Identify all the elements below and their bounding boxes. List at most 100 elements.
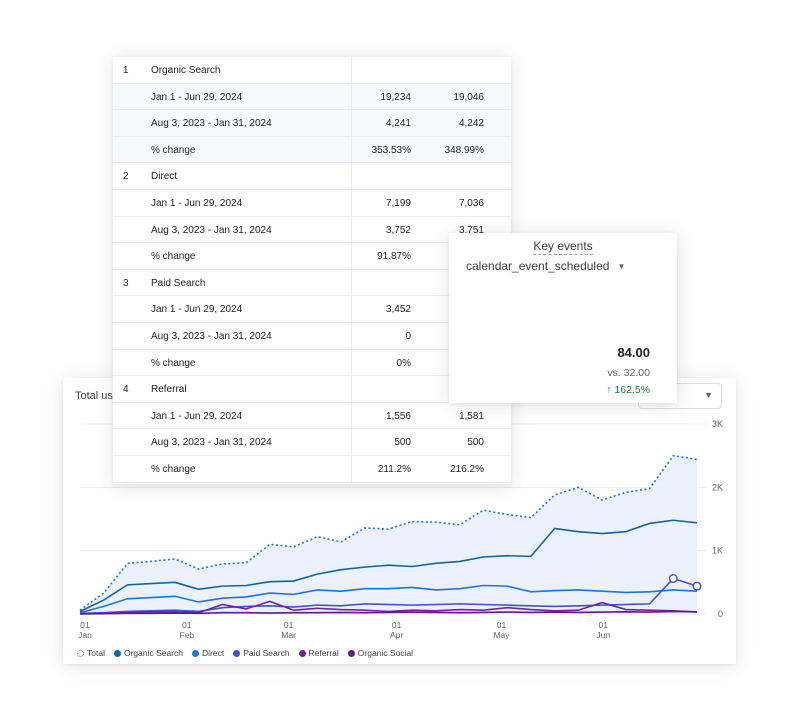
- legend-label: Total: [87, 648, 105, 658]
- legend-item[interactable]: Paid Search: [233, 648, 290, 658]
- row-value-1: 0: [405, 331, 411, 342]
- x-tick-day: 01: [80, 620, 90, 630]
- series-line-organic-search: [79, 519, 698, 613]
- row-value-2: 1,581: [458, 410, 484, 422]
- key-events-change: ↑ 162.5%: [606, 384, 650, 396]
- chart-legend: Total Organic Search Direct Paid Search Refe…: [77, 648, 413, 658]
- legend-item[interactable]: Total: [77, 648, 105, 658]
- x-tick-month: Mar: [281, 630, 296, 640]
- total-area: [80, 455, 697, 614]
- row-label: Jan 1 - Jun 29, 2024: [151, 91, 243, 103]
- row-number: 4: [123, 384, 129, 396]
- x-tick-day: 01: [599, 620, 609, 630]
- table-row: Jan 1 - Jun 29, 2024 7,199 7,036: [113, 190, 511, 217]
- row-label: Direct: [151, 171, 178, 183]
- legend-item[interactable]: Direct: [192, 648, 224, 658]
- row-value-1: 7,199: [385, 198, 411, 209]
- x-tick-month: Jan: [78, 630, 92, 640]
- row-value-1: 353.53%: [371, 144, 411, 156]
- row-value-2: 3,751: [458, 224, 484, 236]
- row-value-1: 500: [394, 437, 411, 449]
- series-line-total: [79, 454, 698, 611]
- table-row: Jan 1 - Jun 29, 2024 1,556 1,581: [113, 403, 511, 430]
- row-value-2: 500: [467, 437, 484, 449]
- row-value-1: 1,556: [385, 410, 411, 422]
- row-value-2: 7,036: [458, 198, 484, 209]
- row-value-2: 348.99%: [444, 144, 484, 156]
- row-value-2: 4,242: [458, 118, 484, 130]
- legend-swatch: [298, 649, 306, 657]
- row-label: % change: [151, 357, 196, 369]
- legend-swatch: [192, 649, 200, 657]
- legend-item[interactable]: Organic Social: [347, 648, 414, 658]
- table-group-row: 4 Referral: [113, 376, 511, 403]
- row-number: 1: [123, 65, 129, 76]
- table-group-row: 2 Direct: [113, 163, 511, 190]
- legend-swatch: [347, 649, 355, 657]
- legend-item[interactable]: Referral: [298, 648, 339, 658]
- x-tick-day: 01: [497, 620, 507, 630]
- row-value-1: 91.87%: [377, 251, 411, 263]
- table-row: % change 353.53% 348.99%: [113, 136, 511, 164]
- key-events-title[interactable]: Key events: [533, 239, 593, 255]
- y-tick-label: 0: [718, 609, 723, 619]
- legend-item[interactable]: Organic Search: [113, 648, 183, 658]
- table-row: Aug 3, 2023 - Jan 31, 2024 4,241 4,242: [113, 110, 511, 137]
- row-value-1: 211.2%: [377, 464, 411, 475]
- table-column-divider: [351, 57, 352, 484]
- row-label: Aug 3, 2023 - Jan 31, 2024: [151, 437, 272, 449]
- legend-label: Organic Social: [357, 648, 414, 658]
- data-point-marker[interactable]: [668, 574, 678, 584]
- legend-swatch: [113, 649, 121, 657]
- series-line-referral: [79, 600, 698, 615]
- legend-label: Referral: [308, 648, 339, 658]
- row-label: Aug 3, 2023 - Jan 31, 2024: [151, 224, 272, 236]
- row-value-2: 19,046: [453, 91, 484, 103]
- row-number: 2: [123, 171, 129, 183]
- row-label: Aug 3, 2023 - Jan 31, 2024: [151, 118, 272, 130]
- table-row: Jan 1 - Jun 29, 2024 3,452: [113, 296, 511, 323]
- x-tick-day: 01: [182, 620, 192, 630]
- row-number: 3: [123, 277, 129, 289]
- table-row: Aug 3, 2023 - Jan 31, 2024 3,752 3,751: [113, 217, 511, 244]
- y-tick-label: 3K: [712, 419, 723, 429]
- x-tick-month: Apr: [390, 630, 403, 640]
- x-tick-month: Feb: [179, 630, 194, 640]
- data-point-marker[interactable]: [692, 581, 702, 591]
- dropdown-arrow-icon: ▼: [617, 262, 626, 272]
- row-value-1: 0%: [396, 357, 411, 369]
- row-label: Jan 1 - Jun 29, 2024: [151, 198, 243, 209]
- x-tick-month: May: [493, 630, 510, 640]
- event-name-selector[interactable]: calendar_event_scheduled ▼: [466, 259, 625, 273]
- x-tick-day: 01: [284, 620, 294, 630]
- chart-title: Total use: [75, 390, 120, 402]
- row-label: % change: [151, 144, 196, 156]
- row-value-1: 3,752: [385, 224, 411, 236]
- dropdown-arrow-icon: ▼: [704, 390, 713, 400]
- series-line-direct: [79, 584, 698, 614]
- legend-label: Paid Search: [243, 648, 290, 658]
- row-value-1: 19,234: [380, 91, 411, 103]
- table-row: % change 211.2% 216.2%: [113, 456, 511, 483]
- table-row: Aug 3, 2023 - Jan 31, 2024 500 500: [113, 429, 511, 456]
- table-row: % change 91.87%: [113, 243, 511, 270]
- legend-swatch: [233, 649, 241, 657]
- row-label: Aug 3, 2023 - Jan 31, 2024: [151, 331, 272, 342]
- legend-label: Direct: [202, 648, 225, 658]
- x-tick-month: Jun: [596, 630, 610, 640]
- channel-comparison-table: 1 Organic Search Jan 1 - Jun 29, 2024 19,23…: [113, 57, 511, 484]
- row-label: Jan 1 - Jun 29, 2024: [151, 410, 243, 422]
- key-events-card: Key events calendar_event_scheduled ▼ 84.…: [449, 233, 677, 403]
- x-tick-day: 01: [392, 620, 402, 630]
- table-row: Aug 3, 2023 - Jan 31, 2024 0: [113, 323, 511, 350]
- row-label: % change: [151, 464, 196, 475]
- row-value-1: 4,241: [385, 118, 411, 130]
- key-events-value: 84.00: [617, 345, 650, 360]
- key-events-comparison: vs. 32.00: [607, 367, 650, 379]
- y-tick-label: 1K: [712, 546, 723, 556]
- legend-swatch: [77, 649, 84, 657]
- table-group-row: 1 Organic Search: [113, 57, 511, 84]
- table-group-row: 3 Paid Search: [113, 270, 511, 297]
- row-label: Paid Search: [151, 277, 206, 289]
